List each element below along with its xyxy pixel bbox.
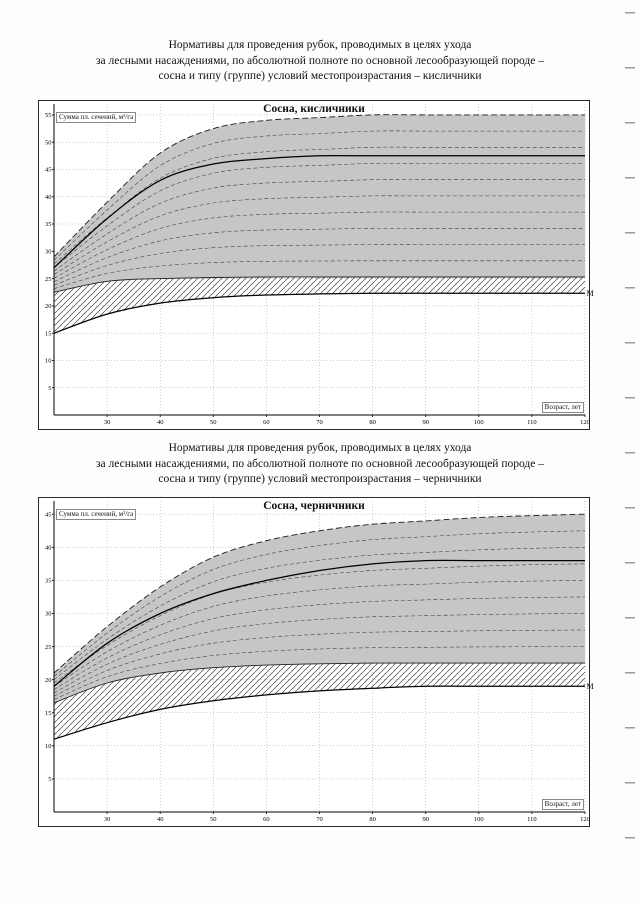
svg-text:30: 30 — [45, 249, 52, 256]
svg-text:15: 15 — [45, 330, 52, 337]
svg-text:50: 50 — [210, 419, 217, 426]
chart-canvas-kislichniki: М 5 10 15 20 25 30 35 40 45 50 55 30 40 50 60 70 80 90 100 1… — [45, 104, 594, 426]
document-heading-kislichniki: Нормативы для проведения рубок, проводим… — [0, 38, 640, 85]
svg-text:60: 60 — [263, 419, 270, 426]
svg-text:70: 70 — [316, 419, 323, 426]
svg-text:70: 70 — [316, 816, 323, 823]
svg-text:5: 5 — [48, 776, 51, 783]
chart-figure-chernichniki: Сосна, черничники Сумма пл. сечений, м²/… — [38, 497, 594, 827]
svg-text:М: М — [587, 289, 594, 298]
svg-text:90: 90 — [422, 816, 429, 823]
x-axis-label: Возраст, лет — [541, 799, 584, 810]
svg-text:100: 100 — [474, 816, 484, 823]
svg-text:45: 45 — [45, 511, 52, 518]
svg-text:40: 40 — [45, 545, 52, 552]
svg-text:110: 110 — [527, 816, 537, 823]
chart-canvas-chernichniki: М 5 10 15 20 25 30 35 40 45 30 40 50 60 70 80 90 100 110 12… — [45, 501, 594, 823]
svg-text:20: 20 — [45, 677, 52, 684]
document-heading-chernichniki: Нормативы для проведения рубок, проводим… — [0, 441, 640, 488]
svg-text:100: 100 — [474, 419, 484, 426]
svg-text:30: 30 — [104, 816, 111, 823]
y-axis-label: Сумма пл. сечений, м²/га — [56, 509, 137, 520]
y-axis-label: Сумма пл. сечений, м²/га — [56, 112, 137, 123]
svg-text:45: 45 — [45, 167, 52, 174]
heading-line: Нормативы для проведения рубок, проводим… — [168, 39, 472, 51]
svg-text:50: 50 — [45, 139, 52, 146]
svg-text:35: 35 — [45, 578, 52, 585]
svg-text:М: М — [587, 682, 594, 691]
chart-figure-kislichniki: Сосна, кисличники Сумма пл. сечений, м²/… — [38, 100, 594, 430]
svg-text:40: 40 — [157, 816, 164, 823]
svg-text:5: 5 — [48, 385, 51, 392]
heading-line: сосна и типу (группе) условий местопроиз… — [158, 70, 482, 82]
svg-text:40: 40 — [45, 194, 52, 201]
x-axis-label: Возраст, лет — [541, 402, 584, 413]
svg-text:80: 80 — [369, 419, 376, 426]
svg-text:25: 25 — [45, 276, 52, 283]
svg-text:120: 120 — [580, 816, 590, 823]
heading-line: сосна и типу (группе) условий местопроиз… — [158, 473, 482, 485]
heading-line: за лесными насаждениями, по абсолютной п… — [96, 54, 544, 67]
svg-text:50: 50 — [210, 816, 217, 823]
heading-line: за лесными насаждениями, по абсолютной п… — [96, 457, 544, 470]
svg-text:55: 55 — [45, 112, 52, 119]
svg-text:25: 25 — [45, 644, 52, 651]
svg-text:30: 30 — [45, 611, 52, 618]
svg-text:10: 10 — [45, 743, 52, 750]
svg-text:110: 110 — [527, 419, 537, 426]
svg-text:15: 15 — [45, 710, 52, 717]
svg-text:90: 90 — [422, 419, 429, 426]
svg-text:30: 30 — [104, 419, 111, 426]
svg-text:60: 60 — [263, 816, 270, 823]
heading-line: Нормативы для проведения рубок, проводим… — [168, 442, 472, 454]
svg-text:120: 120 — [580, 419, 590, 426]
svg-text:80: 80 — [369, 816, 376, 823]
scan-edge-artifacts — [625, 12, 635, 888]
svg-text:10: 10 — [45, 358, 52, 365]
svg-text:35: 35 — [45, 221, 52, 228]
svg-text:20: 20 — [45, 303, 52, 310]
svg-text:40: 40 — [157, 419, 164, 426]
